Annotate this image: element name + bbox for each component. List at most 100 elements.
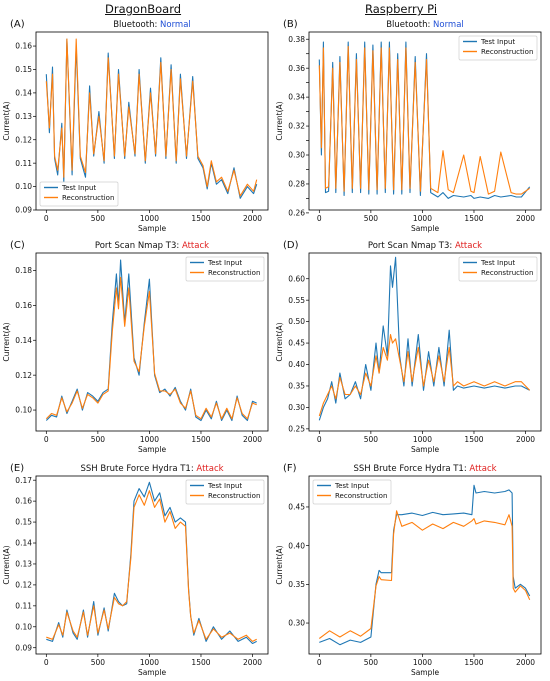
x-tick-label: 1500	[464, 214, 483, 223]
panel-title: SSH Brute Force Hydra T1: Attack	[80, 464, 223, 474]
y-tick-label: 0.10	[15, 622, 32, 631]
y-tick-label: 0.10	[15, 182, 32, 191]
legend-entry-label: Test Input	[61, 184, 96, 192]
y-tick-label: 0.13	[15, 560, 32, 569]
plot-frame	[35, 475, 269, 655]
legend-entry-label: Test Input	[480, 38, 515, 46]
series-line-reconstruction	[46, 490, 257, 642]
y-tick-label: 0.15	[15, 518, 32, 527]
legend-entry-label: Reconstruction	[481, 269, 533, 277]
series-line-test-input	[46, 481, 257, 645]
y-axis-label: Current(A)	[275, 101, 284, 140]
y-tick-label: 0.28	[288, 180, 305, 189]
x-tick-label: 1500	[191, 658, 210, 667]
series-line-reconstruction	[45, 276, 257, 420]
chart-panel: 0 500 1000 1500 2000 0.26 0.28 0.30 0.32 0.34 0.36…	[275, 19, 542, 233]
legend-entry-label: Test Input	[334, 482, 369, 490]
y-tick-label: 0.15	[15, 65, 32, 74]
legend-box	[185, 479, 265, 505]
y-axis-label: Current(A)	[2, 545, 11, 584]
series-line-test-input	[45, 259, 257, 422]
y-tick-label: 0.30	[288, 403, 305, 412]
panel-title-text: Bluetooth:	[113, 20, 160, 30]
panel-label: (B)	[283, 19, 298, 30]
legend-entry-label: Test Input	[207, 482, 242, 490]
series-line-reconstruction	[318, 333, 531, 417]
panel-status: Attack	[182, 241, 209, 251]
x-tick-label: 1500	[464, 658, 483, 667]
y-tick-label: 0.11	[15, 601, 32, 610]
panel-label: (C)	[10, 240, 25, 251]
y-tick-label: 0.12	[15, 371, 32, 380]
chart-panel: 0 500 1000 1500 2000 0.25 0.30 0.35 0.40 0.45 0.50…	[275, 240, 542, 454]
x-tick-label: 2000	[516, 658, 535, 667]
column-heading-raspberry-pi: Raspberry Pi	[365, 2, 438, 16]
y-tick-label: 0.35	[288, 580, 305, 589]
plot-frame	[35, 31, 269, 211]
legend-box	[312, 479, 392, 505]
panel-status: Normal	[433, 20, 464, 30]
panel-title-text: Bluetooth:	[386, 20, 433, 30]
x-axis-label: Sample	[411, 668, 440, 677]
y-tick-label: 0.16	[15, 42, 32, 51]
panel-title-text: SSH Brute Force Hydra T1:	[80, 464, 196, 474]
x-tick-label: 0	[44, 658, 49, 667]
y-tick-label: 0.18	[15, 266, 32, 275]
y-tick-label: 0.30	[288, 151, 305, 160]
x-axis-label: Sample	[411, 224, 440, 233]
x-tick-label: 500	[364, 435, 379, 444]
y-tick-label: 0.55	[288, 296, 305, 305]
plot-frame	[35, 252, 269, 432]
legend: Test Input Reconstruction	[458, 35, 538, 61]
x-tick-label: 2000	[243, 435, 262, 444]
plot-frame	[308, 252, 542, 432]
y-tick-label: 0.45	[288, 339, 305, 348]
y-tick-label: 0.36	[288, 64, 305, 73]
legend: Test Input Reconstruction	[185, 256, 265, 282]
x-tick-label: 500	[91, 658, 106, 667]
y-tick-label: 0.10	[15, 406, 32, 415]
y-tick-label: 0.26	[288, 208, 305, 217]
series-line-reconstruction	[318, 510, 531, 639]
x-tick-label: 0	[44, 435, 49, 444]
y-tick-label: 0.40	[288, 541, 305, 550]
y-tick-label: 0.09	[15, 206, 32, 215]
series-line-reconstruction	[45, 38, 258, 197]
y-tick-label: 0.30	[288, 619, 305, 628]
panel-status: Normal	[160, 20, 191, 30]
chart-panel: 0 500 1000 1500 2000 0.09 0.10 0.11 0.12 0.13 0.14…	[2, 19, 269, 233]
x-tick-label: 1500	[191, 214, 210, 223]
y-tick-label: 0.14	[15, 539, 32, 548]
legend-entry-label: Test Input	[480, 259, 515, 267]
panel-status: Attack	[469, 464, 496, 474]
y-axis-label: Current(A)	[2, 322, 11, 361]
panel-title-text: Port Scan Nmap T3:	[95, 241, 182, 251]
legend-box	[458, 256, 538, 282]
panel-label: (A)	[10, 19, 25, 30]
y-tick-label: 0.14	[15, 88, 32, 97]
legend-entry-label: Reconstruction	[335, 492, 387, 500]
y-tick-label: 0.11	[15, 159, 32, 168]
panel-title: Port Scan Nmap T3: Attack	[368, 241, 482, 251]
y-tick-label: 0.50	[288, 317, 305, 326]
x-tick-label: 1500	[464, 435, 483, 444]
x-tick-label: 1000	[413, 435, 432, 444]
chart-panel: 0 500 1000 1500 2000 0.10 0.12 0.14 0.16 0.18 Samp…	[2, 240, 269, 454]
panel-label: (D)	[283, 240, 299, 251]
x-axis-label: Sample	[138, 224, 167, 233]
legend: Test Input Reconstruction	[185, 479, 265, 505]
y-tick-label: 0.12	[15, 135, 32, 144]
y-tick-label: 0.12	[15, 580, 32, 589]
panel-title: SSH Brute Force Hydra T1: Attack	[353, 464, 496, 474]
y-tick-label: 0.13	[15, 112, 32, 121]
x-tick-label: 500	[364, 658, 379, 667]
y-tick-label: 0.40	[288, 360, 305, 369]
legend-entry-label: Reconstruction	[208, 269, 260, 277]
x-tick-label: 0	[317, 214, 322, 223]
legend-entry-label: Reconstruction	[62, 194, 114, 202]
y-tick-label: 0.38	[288, 35, 305, 44]
panel-title: Port Scan Nmap T3: Attack	[95, 241, 209, 251]
y-tick-label: 0.14	[15, 336, 32, 345]
x-axis-label: Sample	[138, 445, 167, 454]
